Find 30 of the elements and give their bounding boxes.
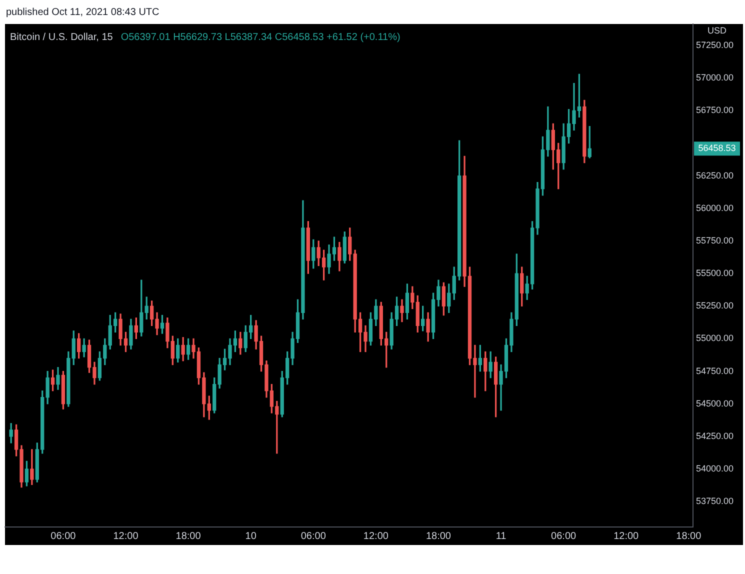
x-tick-label: 06:00 [50, 530, 76, 542]
text: 56458.53 [698, 143, 736, 154]
x-tick-label: 10 [245, 530, 257, 542]
x-tick-label: 18:00 [676, 530, 702, 542]
text: published Oct 11, 2021 08:43 UTC [6, 6, 160, 18]
x-tick-label: 18:00 [426, 530, 452, 542]
y-tick-label: 54500.00 [696, 398, 734, 408]
x-tick-label: 12:00 [614, 530, 640, 542]
y-tick-label: 55250.00 [696, 300, 734, 311]
y-tick-label: 54750.00 [696, 366, 734, 376]
y-tick-label: 57000.00 [696, 72, 734, 83]
y-tick-label: 54000.00 [696, 463, 734, 474]
x-tick-label: 18:00 [176, 530, 202, 542]
y-tick-label: 54250.00 [696, 430, 734, 441]
x-tick-label: 06:00 [300, 530, 326, 542]
y-tick-label: 56000.00 [696, 202, 734, 213]
y-tick-label: 55750.00 [696, 235, 734, 246]
x-tick-label: 06:00 [551, 530, 577, 542]
y-tick-label: 56750.00 [696, 105, 734, 116]
x-tick-label: 12:00 [363, 530, 389, 542]
x-tick-label: 12:00 [113, 530, 139, 542]
y-tick-label: 53750.00 [696, 496, 734, 506]
y-tick-label: 55500.00 [696, 268, 734, 278]
text: Bitcoin / U.S. Dollar, 15 [10, 32, 114, 43]
y-axis-title: USD [707, 25, 727, 36]
y-tick-label: 55000.00 [696, 333, 734, 344]
x-tick-label: 11 [496, 530, 507, 542]
y-tick-label: 57250.00 [696, 40, 734, 50]
annotation: O56397.01 H56629.73 L56387.34 C56458.53 +61.52 (+0.11%) [120, 32, 400, 43]
y-tick-label: 56250.00 [696, 170, 734, 180]
